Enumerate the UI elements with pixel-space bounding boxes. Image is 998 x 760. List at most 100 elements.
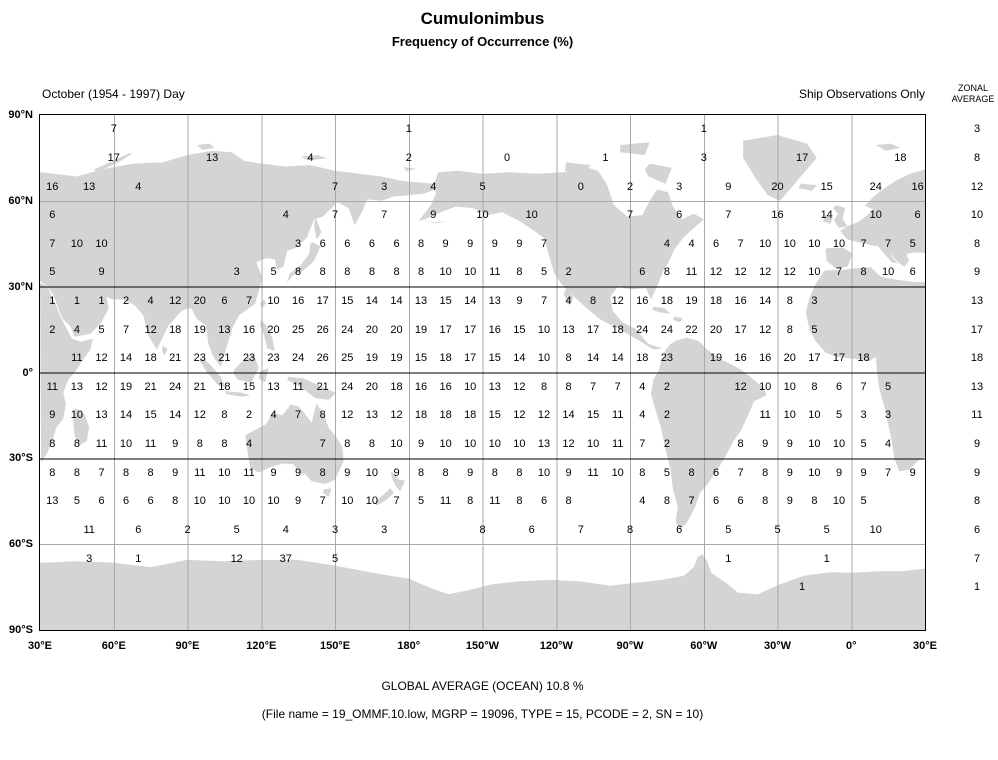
- grid-value: 3: [331, 523, 339, 536]
- grid-value: 1: [49, 295, 56, 307]
- grid-value: 16: [46, 180, 59, 193]
- zonal-average-value: 8: [973, 151, 981, 164]
- grid-value: 3: [86, 552, 93, 565]
- grid-value: 2: [663, 380, 670, 393]
- grid-value: 6: [393, 237, 400, 250]
- x-axis-label: 90°E: [175, 640, 200, 652]
- grid-value: 13: [95, 409, 108, 422]
- grid-value: 4: [73, 323, 80, 336]
- grid-value: 16: [734, 295, 747, 307]
- landmass: [287, 376, 337, 400]
- grid-value: 18: [857, 352, 870, 365]
- grid-value: 37: [279, 552, 292, 565]
- grid-value: 7: [245, 295, 253, 307]
- grid-value: 15: [513, 323, 526, 336]
- grid-value: 11: [489, 495, 501, 508]
- grid-value: 9: [786, 466, 793, 479]
- grid-value: 15: [242, 380, 256, 393]
- grid-value: 4: [307, 151, 314, 164]
- grid-value: 9: [860, 466, 867, 479]
- landmass: [374, 488, 394, 506]
- grid-value: 10: [390, 438, 403, 450]
- grid-value: 21: [193, 380, 206, 393]
- grid-value: 14: [759, 295, 772, 307]
- grid-value: 9: [516, 237, 523, 250]
- grid-value: 8: [417, 237, 425, 250]
- grid-value: 13: [414, 295, 428, 307]
- grid-value: 10: [783, 409, 796, 422]
- grid-value: 24: [869, 180, 882, 193]
- grid-value: 20: [365, 380, 379, 393]
- y-axis-label: 90°S: [9, 624, 33, 636]
- grid-value: 18: [169, 323, 182, 336]
- page-subtitle: Frequency of Occurrence (%): [391, 34, 574, 49]
- grid-value: 18: [439, 352, 452, 365]
- grid-value: 12: [783, 266, 796, 279]
- grid-value: 11: [685, 266, 698, 279]
- grid-value: 26: [316, 352, 329, 365]
- grid-value: 11: [194, 466, 206, 479]
- y-axis-label: 60°N: [8, 194, 33, 207]
- zonal-average-value: 7: [973, 552, 981, 565]
- grid-value: 7: [98, 466, 105, 479]
- grid-value: 14: [513, 352, 526, 365]
- grid-value: 1: [799, 581, 806, 594]
- grid-value: 10: [869, 523, 882, 536]
- grid-value: 20: [267, 323, 280, 336]
- grid-value: 16: [291, 295, 305, 307]
- grid-value: 23: [267, 352, 280, 365]
- grid-value: 2: [663, 438, 670, 450]
- grid-value: 16: [414, 380, 428, 393]
- grid-value: 10: [808, 409, 821, 422]
- grid-value: 7: [614, 380, 621, 393]
- grid-value: 16: [759, 352, 772, 365]
- grid-value: 8: [221, 409, 228, 422]
- grid-value: 8: [319, 409, 326, 422]
- grid-value: 9: [430, 209, 437, 222]
- grid-value: 8: [811, 380, 818, 393]
- grid-value: 10: [439, 266, 452, 279]
- grid-value: 4: [639, 380, 646, 393]
- grid-value: 8: [467, 495, 474, 508]
- grid-value: 9: [565, 466, 572, 479]
- grid-value: 10: [525, 209, 538, 222]
- grid-value: 8: [368, 266, 375, 279]
- grid-value: 6: [909, 266, 916, 279]
- grid-value: 20: [390, 323, 403, 336]
- grid-value: 16: [771, 209, 784, 222]
- landmass: [225, 391, 251, 397]
- grid-value: 11: [243, 466, 255, 479]
- grid-value: 10: [218, 495, 231, 508]
- zonal-average-value: 13: [970, 295, 984, 307]
- grid-value: 9: [98, 266, 105, 279]
- grid-value: 9: [417, 438, 425, 450]
- grid-value: 6: [737, 495, 744, 508]
- grid-value: 19: [390, 352, 403, 365]
- grid-value: 8: [393, 266, 400, 279]
- zonal-average-value: 10: [970, 209, 984, 222]
- grid-value: 12: [734, 266, 747, 279]
- grid-value: 14: [611, 352, 624, 365]
- values-layer: 7 1 1 17 13 4 2 0 1 3 17 18 16 13 4 7 3 4 5 0 2 3 9 20 15 24 16 6 4 7…: [40, 115, 925, 630]
- grid-value: 6: [221, 295, 228, 307]
- grid-value: 10: [193, 495, 206, 508]
- grid-value: 3: [233, 266, 240, 279]
- grid-value: 7: [725, 209, 732, 222]
- grid-value: 9: [344, 466, 351, 479]
- grid-value: 8: [663, 495, 670, 508]
- grid-value: 4: [565, 295, 572, 307]
- y-axis-label: 30°S: [9, 452, 33, 465]
- grid-value: 14: [820, 209, 833, 222]
- zonal-average-value: 6: [973, 523, 981, 536]
- landmass: [652, 306, 671, 314]
- grid-value: 14: [464, 295, 477, 307]
- landmass: [805, 267, 925, 472]
- grid-value: 10: [808, 466, 821, 479]
- grid-value: 17: [439, 323, 452, 336]
- grid-value: 9: [786, 495, 793, 508]
- grid-value: 16: [439, 380, 452, 393]
- grid-value: 7: [885, 466, 892, 479]
- map-svg: [40, 115, 925, 630]
- landmass: [300, 155, 328, 161]
- grid-value: 3: [676, 180, 683, 193]
